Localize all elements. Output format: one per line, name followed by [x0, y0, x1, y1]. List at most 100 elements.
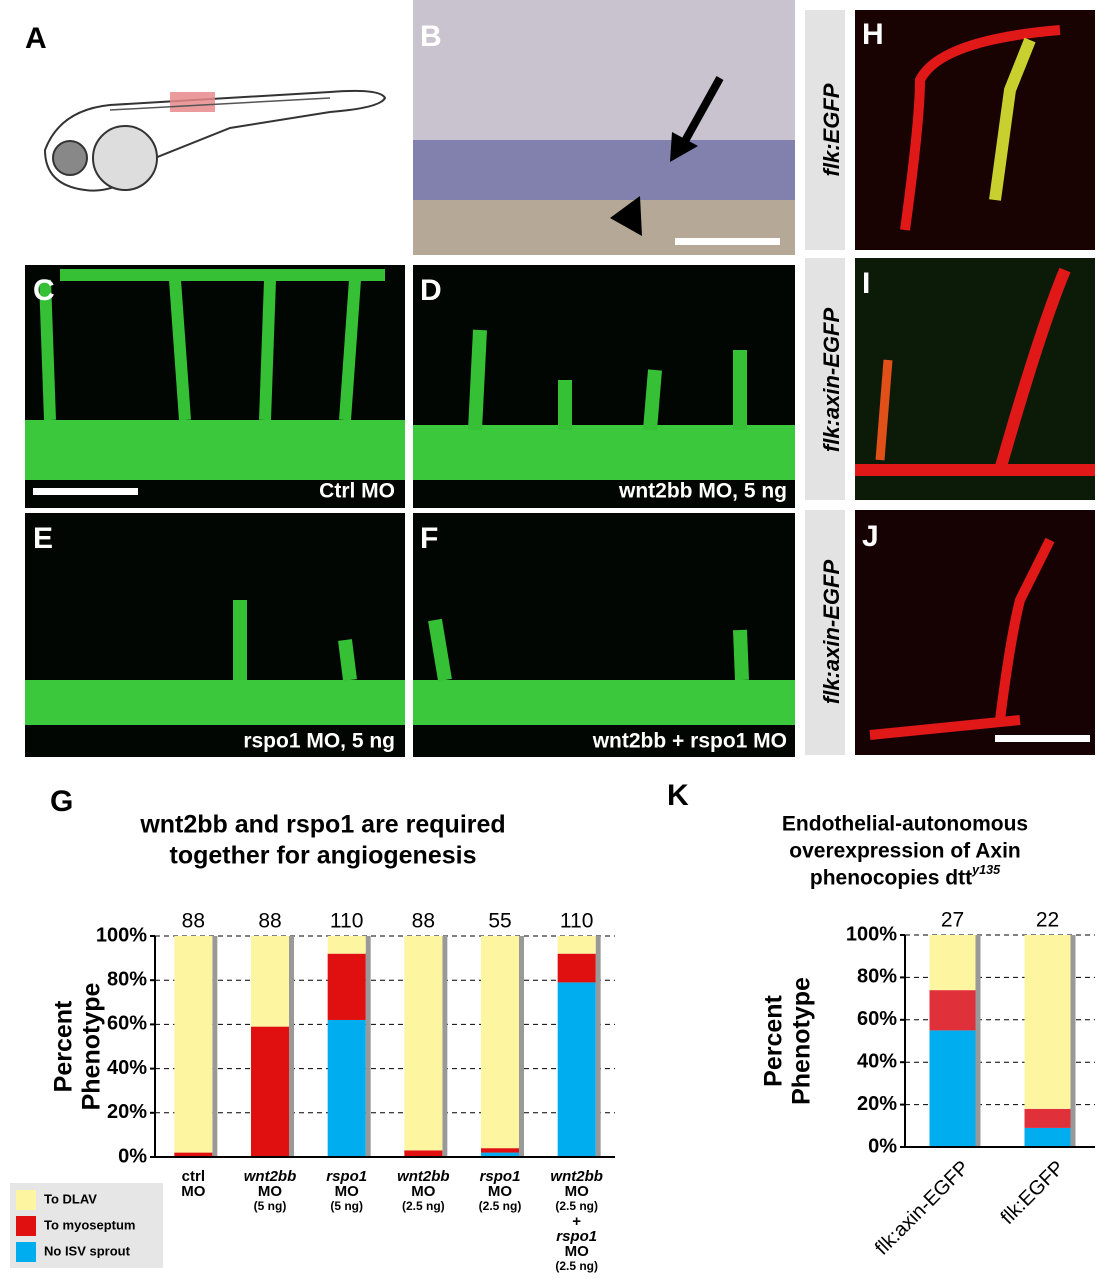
y-tick-label: 0% [868, 1135, 897, 1157]
x-tick-label: (2.5 ng) [555, 1259, 598, 1273]
bar-segment [327, 1019, 366, 1157]
y-tick-label: 100% [846, 923, 897, 945]
count-label: 110 [560, 910, 593, 933]
image-band [413, 200, 795, 255]
bar-segment [327, 953, 366, 1020]
bar-segment [557, 953, 596, 983]
y-tick-label: 60% [857, 1008, 897, 1030]
bar-segment [251, 1026, 289, 1157]
panel-caption: rspo1 MO, 5 ng [243, 730, 395, 753]
chart-title: overexpression of Axin [789, 840, 1020, 863]
panel-label: B [420, 20, 442, 53]
panel-label: K [667, 779, 689, 812]
x-tick-label: (2.5 ng) [555, 1199, 598, 1213]
y-tick-label: 80% [857, 966, 897, 988]
x-tick-label: MO [565, 1243, 589, 1260]
side-label: flk:axin-EGFP [819, 560, 844, 705]
bar-shadow [289, 936, 294, 1157]
bar-segment [1024, 1127, 1071, 1147]
bar-shadow [975, 935, 981, 1147]
legend-swatch [16, 1242, 36, 1262]
y-tick-label: 100% [96, 924, 147, 946]
image-panels [805, 10, 1095, 755]
bar-segment [174, 936, 213, 1153]
x-tick-label: MO [411, 1183, 435, 1200]
x-tick-label: (5 ng) [254, 1199, 287, 1213]
count-label: 110 [330, 910, 363, 933]
bar-shadow [519, 936, 524, 1157]
x-tick-label: flk:axin-EGFP [871, 1157, 974, 1260]
panel-label: C [33, 274, 55, 307]
x-tick-label: rspo1 [556, 1228, 597, 1245]
x-tick-label: MO [258, 1183, 282, 1200]
chart-title: wnt2bb and rspo1 are required [139, 811, 505, 839]
bar-segment [1024, 1108, 1071, 1128]
legend-label: No ISV sprout [44, 1243, 131, 1258]
bar-segment [404, 936, 443, 1151]
x-tick-label: rspo1 [480, 1168, 521, 1185]
bar-shadow [442, 936, 448, 1157]
y-axis-label: Phenotype [788, 977, 816, 1105]
bar-segment [481, 1152, 519, 1157]
bar-segment [404, 1150, 443, 1157]
y-tick-label: 0% [118, 1145, 147, 1167]
y-axis-label: Phenotype [78, 983, 106, 1111]
chart-title: together for angiogenesis [170, 842, 477, 870]
panel-caption: wnt2bb + rspo1 MO [592, 730, 787, 753]
panel-label: J [862, 520, 879, 553]
title-superscript: y135 [971, 863, 1001, 877]
bar-segment [327, 936, 366, 954]
bar-segment [557, 982, 596, 1157]
panel-label: D [420, 274, 442, 307]
x-tick-label: (2.5 ng) [402, 1199, 445, 1213]
side-label: flk:EGFP [819, 83, 844, 176]
y-tick-label: 40% [107, 1057, 147, 1079]
panel-caption: Ctrl MO [319, 480, 395, 503]
y-tick-label: 20% [107, 1101, 147, 1123]
x-tick-label: MO [181, 1183, 205, 1200]
x-tick-label: wnt2bb [550, 1168, 603, 1185]
bar-segment [481, 936, 519, 1149]
bar-segment [929, 990, 976, 1031]
side-label: flk:axin-EGFP [819, 308, 844, 453]
bar-shadow [365, 936, 371, 1157]
count-label: 88 [412, 910, 435, 933]
y-axis-label: Percent [50, 1000, 78, 1092]
x-tick-label: wnt2bb [244, 1168, 297, 1185]
y-tick-label: 20% [857, 1093, 897, 1115]
chart-title: Endothelial-autonomous [782, 813, 1028, 836]
legend-label: To DLAV [44, 1191, 97, 1206]
legend-label: To myoseptum [44, 1217, 136, 1232]
panel-label: H [862, 18, 884, 51]
panel-label: F [420, 522, 438, 555]
embryo-drawing [43, 89, 387, 192]
bar-segment [251, 936, 289, 1027]
x-tick-label: (5 ng) [330, 1199, 363, 1213]
image-panels [25, 265, 795, 757]
x-tick-label: (2.5 ng) [479, 1199, 522, 1213]
x-tick-label: wnt2bb [397, 1168, 450, 1185]
x-tick-label: MO [565, 1183, 589, 1200]
bar-shadow [595, 936, 601, 1157]
bar-segment [929, 1030, 976, 1147]
panel-label: A [25, 22, 47, 55]
panel-label: E [33, 522, 53, 555]
bar-segment [1024, 935, 1071, 1109]
chart-title: phenocopies dtty135 [810, 863, 1001, 889]
legend-swatch [16, 1190, 36, 1210]
x-tick-label: MO [488, 1183, 512, 1200]
bar-segment [174, 1152, 213, 1157]
panel-caption: wnt2bb MO, 5 ng [618, 480, 787, 503]
y-tick-label: 80% [107, 968, 147, 990]
count-label: 22 [1036, 909, 1059, 932]
count-label: 55 [488, 910, 511, 933]
x-tick-label: rspo1 [326, 1168, 367, 1185]
panel-label: G [50, 785, 73, 818]
bar-segment [557, 936, 596, 954]
x-tick-label: MO [335, 1183, 359, 1200]
panel-label: I [862, 267, 870, 300]
y-tick-label: 40% [857, 1050, 897, 1072]
count-label: 88 [182, 910, 205, 933]
image-band [413, 140, 795, 200]
